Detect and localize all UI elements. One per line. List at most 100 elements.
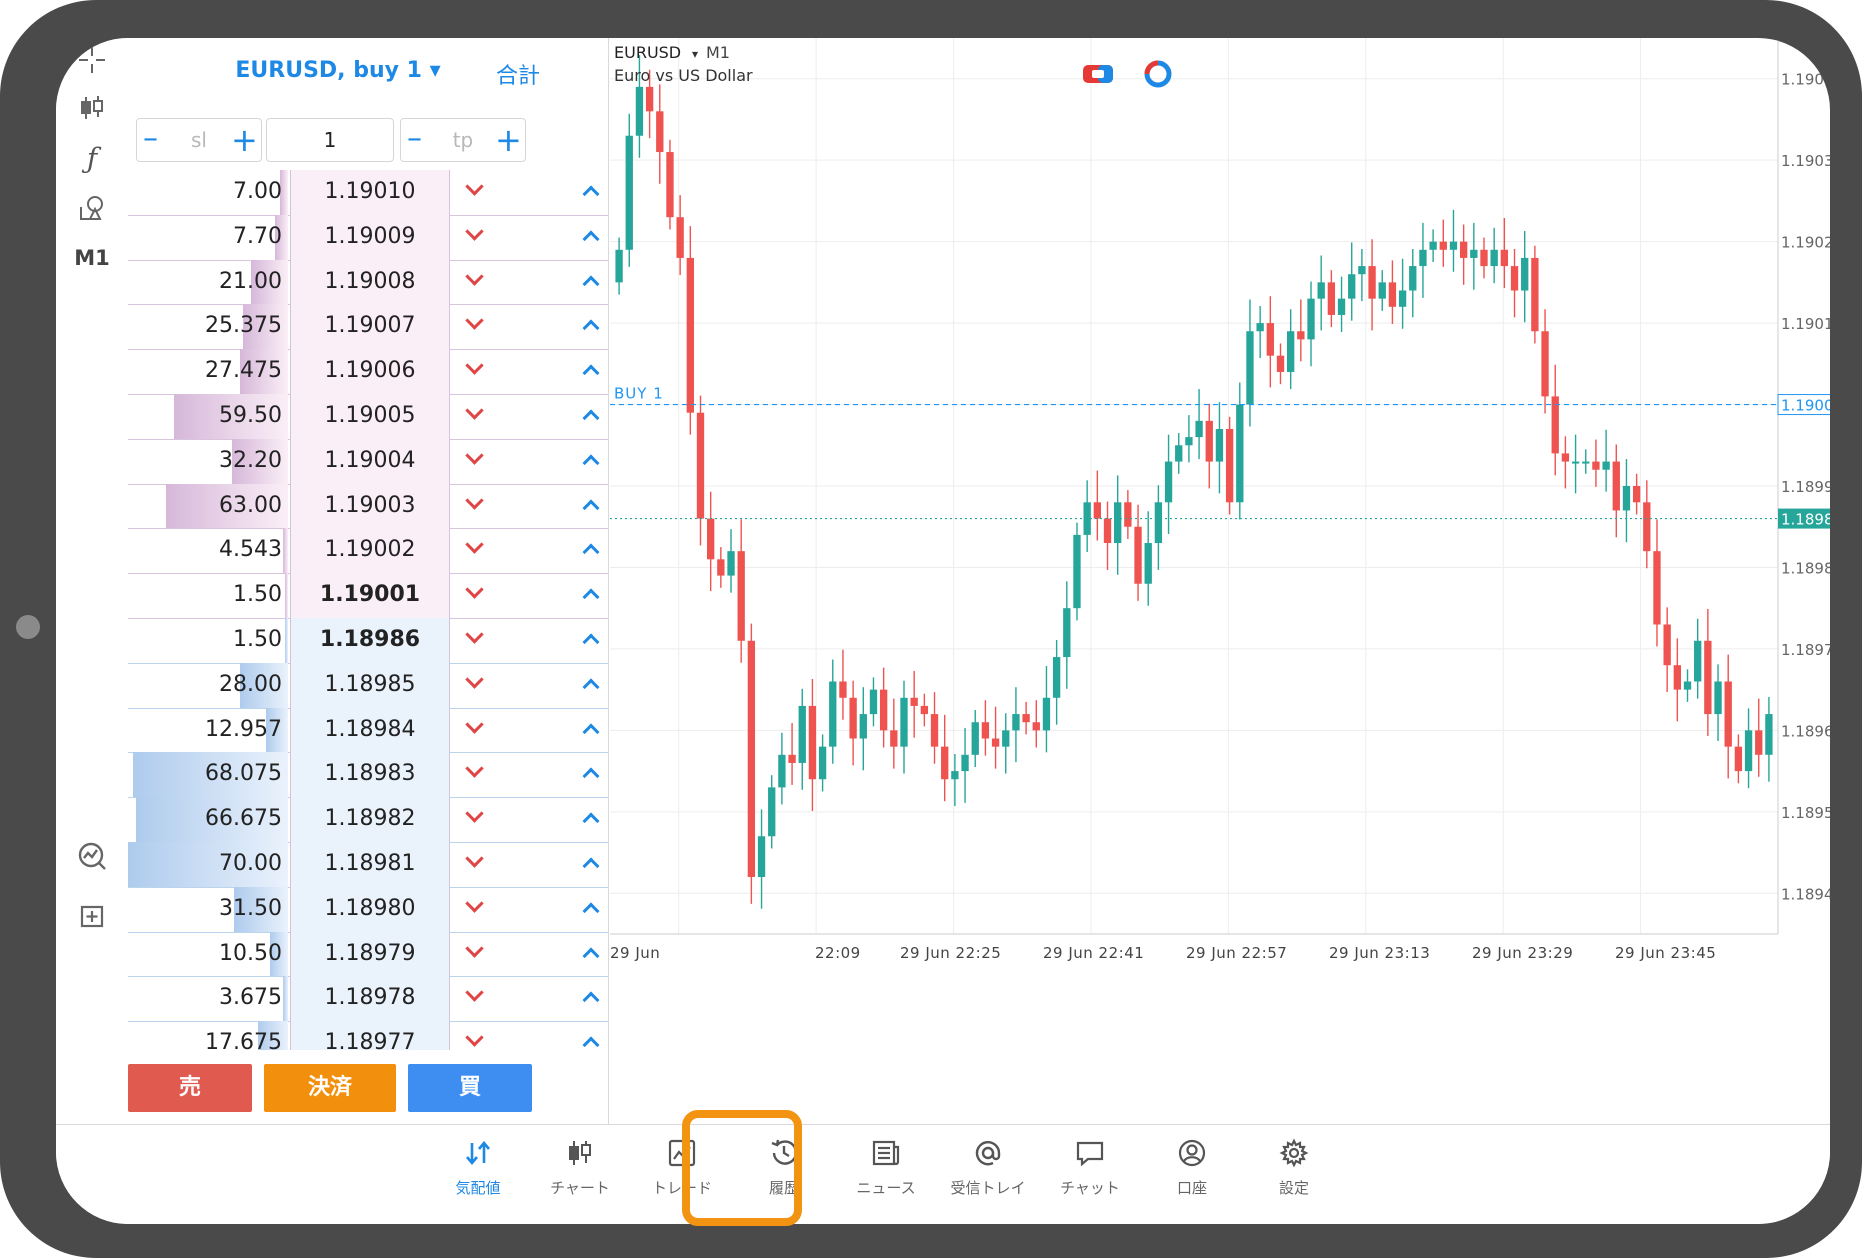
y-tick-label: 1.19040 (1781, 71, 1830, 89)
bid-row[interactable]: 17.675 1.18977 (128, 1021, 608, 1050)
candle-body (1002, 730, 1010, 747)
bid-row[interactable]: 12.957 1.18984 (128, 707, 608, 754)
function-icon[interactable]: ƒ (86, 141, 98, 175)
symbol-selector[interactable]: EURUSD, buy 1 ▾ (235, 58, 441, 83)
sell-limit-chevron-icon[interactable] (465, 446, 484, 465)
sell-limit-chevron-icon[interactable] (465, 580, 484, 599)
buy-limit-chevron-icon[interactable] (582, 947, 600, 965)
buy-limit-chevron-icon[interactable] (582, 1036, 600, 1050)
timeframe-button[interactable]: M1 (74, 246, 110, 270)
sl-plus-button[interactable]: + (231, 121, 258, 159)
candle-body (1012, 714, 1020, 731)
sell-limit-chevron-icon[interactable] (465, 177, 484, 196)
candle-body (768, 787, 776, 837)
nav-quotes[interactable]: 気配値 (432, 1137, 524, 1217)
lot-input[interactable]: 1 (266, 118, 394, 162)
objects-icon[interactable] (70, 188, 114, 228)
buy-limit-chevron-icon[interactable] (582, 230, 600, 248)
bid-row[interactable]: 68.075 1.18983 (128, 752, 608, 799)
candle-body (1714, 681, 1722, 715)
buy-limit-chevron-icon[interactable] (582, 857, 600, 875)
chart-canvas[interactable]: 1.19040 1.19030 1.19020 1.19010 1.19000 1.189… (608, 38, 1830, 1124)
sell-limit-chevron-icon[interactable] (465, 714, 484, 734)
bid-row[interactable]: 10.50 1.18979 (128, 931, 608, 978)
bid-row[interactable]: 1.50 1.18986 (128, 618, 608, 664)
price-chart[interactable]: 1.19040 1.19030 1.19020 1.19010 1.19000 1.189… (608, 38, 1830, 1124)
sell-limit-chevron-icon[interactable] (465, 356, 484, 375)
buy-button[interactable]: 買 (408, 1064, 532, 1112)
buy-limit-chevron-icon[interactable] (582, 812, 600, 830)
ask-row[interactable]: 63.00 1.19003 (128, 483, 608, 530)
price-cell: 1.18981 (290, 842, 450, 887)
buy-limit-chevron-icon[interactable] (582, 588, 600, 606)
sell-limit-chevron-icon[interactable] (465, 894, 484, 913)
sell-limit-chevron-icon[interactable] (465, 1028, 484, 1047)
sell-limit-chevron-icon[interactable] (465, 535, 484, 555)
buy-limit-chevron-icon[interactable] (582, 364, 600, 382)
buy-limit-chevron-icon[interactable] (582, 185, 600, 203)
tp-input[interactable]: – tp + (400, 118, 526, 162)
nav-settings[interactable]: 設定 (1248, 1137, 1340, 1217)
close-position-button[interactable]: 決済 (264, 1064, 396, 1112)
x-tick-label: 29 Jun 22:57 (1186, 944, 1287, 962)
buy-limit-chevron-icon[interactable] (582, 902, 600, 920)
candlestick-icon[interactable] (70, 88, 114, 128)
buy-limit-chevron-icon[interactable] (582, 633, 600, 651)
sl-minus-button[interactable]: – (143, 121, 158, 156)
sell-limit-chevron-icon[interactable] (465, 401, 484, 420)
nav-chat[interactable]: チャット (1044, 1137, 1136, 1217)
ask-row[interactable]: 32.20 1.19004 (128, 438, 608, 485)
sl-input[interactable]: – sl + (136, 118, 262, 162)
nav-chart[interactable]: チャート (534, 1137, 626, 1217)
sell-limit-chevron-icon[interactable] (465, 266, 484, 286)
sell-limit-chevron-icon[interactable] (465, 983, 484, 1003)
add-window-icon[interactable] (70, 896, 114, 936)
candle-body (1602, 461, 1610, 470)
buy-limit-chevron-icon[interactable] (582, 723, 600, 741)
ask-row[interactable]: 25.375 1.19007 (128, 304, 608, 351)
candle-body (1297, 331, 1305, 340)
bid-row[interactable]: 70.00 1.18981 (128, 842, 608, 888)
ask-row[interactable]: 4.543 1.19002 (128, 528, 608, 575)
sell-limit-chevron-icon[interactable] (465, 849, 484, 868)
nav-news[interactable]: ニュース (840, 1137, 932, 1217)
buy-limit-chevron-icon[interactable] (582, 678, 600, 696)
sell-limit-chevron-icon[interactable] (465, 625, 484, 644)
buy-limit-chevron-icon[interactable] (582, 991, 600, 1009)
sell-limit-chevron-icon[interactable] (465, 804, 484, 823)
buy-limit-chevron-icon[interactable] (582, 499, 600, 517)
crosshair-icon[interactable] (70, 40, 114, 80)
sell-limit-chevron-icon[interactable] (465, 222, 484, 241)
ask-row[interactable]: 27.475 1.19006 (128, 349, 608, 395)
indicators-icon[interactable] (70, 836, 114, 876)
buy-limit-chevron-icon[interactable] (582, 275, 600, 293)
bid-row[interactable]: 28.00 1.18985 (128, 662, 608, 709)
ask-row[interactable]: 1.50 1.19001 (128, 573, 608, 619)
tp-minus-button[interactable]: – (407, 121, 422, 156)
bid-row[interactable]: 31.50 1.18980 (128, 886, 608, 933)
buy-limit-chevron-icon[interactable] (582, 454, 600, 472)
buy-limit-chevron-icon[interactable] (582, 767, 600, 785)
sell-limit-chevron-icon[interactable] (465, 938, 484, 958)
sell-limit-chevron-icon[interactable] (465, 670, 484, 689)
bid-row[interactable]: 66.675 1.18982 (128, 797, 608, 843)
sell-limit-chevron-icon[interactable] (465, 490, 484, 510)
tp-plus-button[interactable]: + (495, 121, 522, 159)
buy-limit-chevron-icon[interactable] (582, 409, 600, 427)
candle-body (727, 551, 735, 576)
bottom-navigation: 気配値 チャート トレード 履歴 ニュース 受信トレイ チャット 口座 設定 (56, 1124, 1830, 1224)
ask-row[interactable]: 21.00 1.19008 (128, 259, 608, 306)
nav-mail[interactable]: 受信トレイ (942, 1137, 1034, 1217)
ask-row[interactable]: 7.70 1.19009 (128, 214, 608, 261)
nav-account[interactable]: 口座 (1146, 1137, 1238, 1217)
sell-limit-chevron-icon[interactable] (465, 311, 484, 331)
chart-icon (534, 1137, 626, 1177)
ask-row[interactable]: 59.50 1.19005 (128, 394, 608, 440)
bid-row[interactable]: 3.675 1.18978 (128, 976, 608, 1023)
buy-limit-chevron-icon[interactable] (582, 319, 600, 337)
sell-button[interactable]: 売 (128, 1064, 252, 1112)
sell-limit-chevron-icon[interactable] (465, 759, 484, 779)
total-toggle[interactable]: 合計 (495, 64, 540, 89)
buy-limit-chevron-icon[interactable] (582, 543, 600, 561)
ask-row[interactable]: 7.00 1.19010 (128, 170, 608, 216)
